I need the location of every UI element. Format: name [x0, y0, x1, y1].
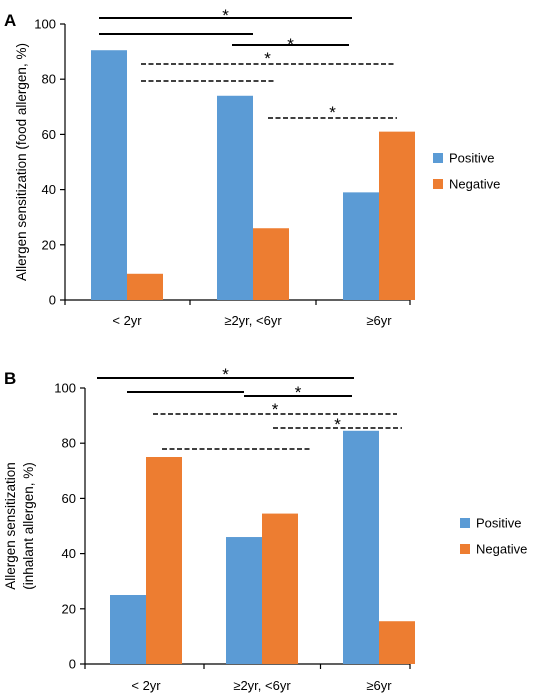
- y-tick-label: 100: [34, 17, 56, 32]
- bar-positive: [110, 595, 146, 664]
- y-tick-label: 0: [69, 657, 76, 672]
- x-tick-label: ≥2yr, <6yr: [233, 678, 291, 693]
- significance-star: *: [272, 400, 279, 419]
- y-axis-label: Allergen sensitization (inhalant allergen…: [3, 462, 36, 590]
- y-tick-label: 60: [62, 491, 76, 506]
- x-tick-label: < 2yr: [112, 313, 142, 328]
- bar-negative: [253, 228, 289, 300]
- x-tick-label: < 2yr: [131, 678, 161, 693]
- y-tick-label: 20: [42, 237, 56, 252]
- y-tick-label: 20: [62, 601, 76, 616]
- significance-star: *: [222, 365, 229, 384]
- legend-swatch-negative: [460, 544, 470, 554]
- legend-label-negative: Negative: [449, 177, 500, 192]
- y-tick-label: 40: [42, 182, 56, 197]
- bar-positive: [226, 537, 262, 664]
- legend-label-negative: Negative: [476, 542, 527, 557]
- x-tick-label: ≥6yr: [366, 313, 392, 328]
- y-tick-label: 60: [42, 127, 56, 142]
- significance-star: *: [264, 49, 271, 68]
- y-axis-label: Allergen sensitization (food allergen, %…: [14, 43, 29, 281]
- significance-star: *: [334, 415, 341, 434]
- legend-swatch-positive: [460, 518, 470, 528]
- significance-star: *: [295, 383, 302, 402]
- y-tick-label: 80: [62, 436, 76, 451]
- bar-negative: [146, 457, 182, 664]
- y-tick-label: 100: [54, 381, 76, 396]
- significance-star: *: [287, 35, 294, 54]
- y-tick-label: 40: [62, 546, 76, 561]
- legend-label-positive: Positive: [449, 151, 495, 166]
- y-tick-label: 0: [49, 293, 56, 308]
- y-axis-label-line: (inhalant allergen, %): [21, 462, 36, 590]
- x-tick-label: ≥6yr: [366, 678, 392, 693]
- legend-label-positive: Positive: [476, 516, 522, 531]
- significance-star: *: [222, 6, 229, 25]
- bar-negative: [379, 131, 415, 300]
- bar-positive: [343, 430, 379, 664]
- bar-negative: [127, 273, 163, 300]
- x-tick-label: ≥2yr, <6yr: [224, 313, 282, 328]
- panel-letter: A: [4, 11, 16, 30]
- panel-letter: B: [4, 369, 16, 388]
- significance-star: *: [329, 103, 336, 122]
- y-axis-label-line: Allergen sensitization (food allergen, %…: [14, 43, 29, 281]
- y-axis-label-line: Allergen sensitization: [3, 462, 18, 590]
- panel-b: B 0 20 40 60 80 100 Allergen sensitization (inha…: [3, 365, 527, 693]
- bar-negative: [262, 513, 298, 664]
- legend-swatch-negative: [433, 179, 443, 189]
- bar-positive: [91, 50, 127, 300]
- panel-a: A 0 20 40 60 80 100 Allergen sensitization (foo…: [4, 6, 500, 328]
- bar-negative: [379, 621, 415, 664]
- bar-positive: [217, 95, 253, 300]
- legend-swatch-positive: [433, 153, 443, 163]
- y-tick-label: 80: [42, 72, 56, 87]
- bar-positive: [343, 192, 379, 300]
